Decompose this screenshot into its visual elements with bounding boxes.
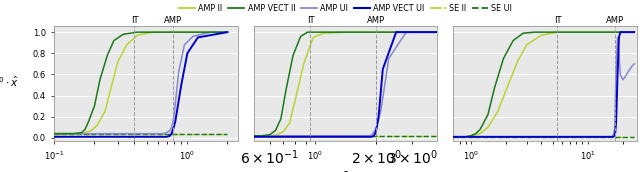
Text: AMP: AMP [367, 16, 385, 25]
X-axis label: $\beta$: $\beta$ [342, 169, 349, 172]
Y-axis label: $\frac{1}{n}x^0 \cdot \hat{x}$: $\frac{1}{n}x^0 \cdot \hat{x}$ [0, 75, 19, 92]
Text: AMP: AMP [605, 16, 624, 25]
Text: IT: IT [554, 16, 561, 25]
Text: AMP: AMP [164, 16, 182, 25]
Legend: AMP II, AMP VECT II, AMP UI, AMP VECT UI, SE II, SE UI: AMP II, AMP VECT II, AMP UI, AMP VECT UI… [179, 4, 512, 13]
Text: IT: IT [131, 16, 138, 25]
Text: IT: IT [307, 16, 314, 25]
